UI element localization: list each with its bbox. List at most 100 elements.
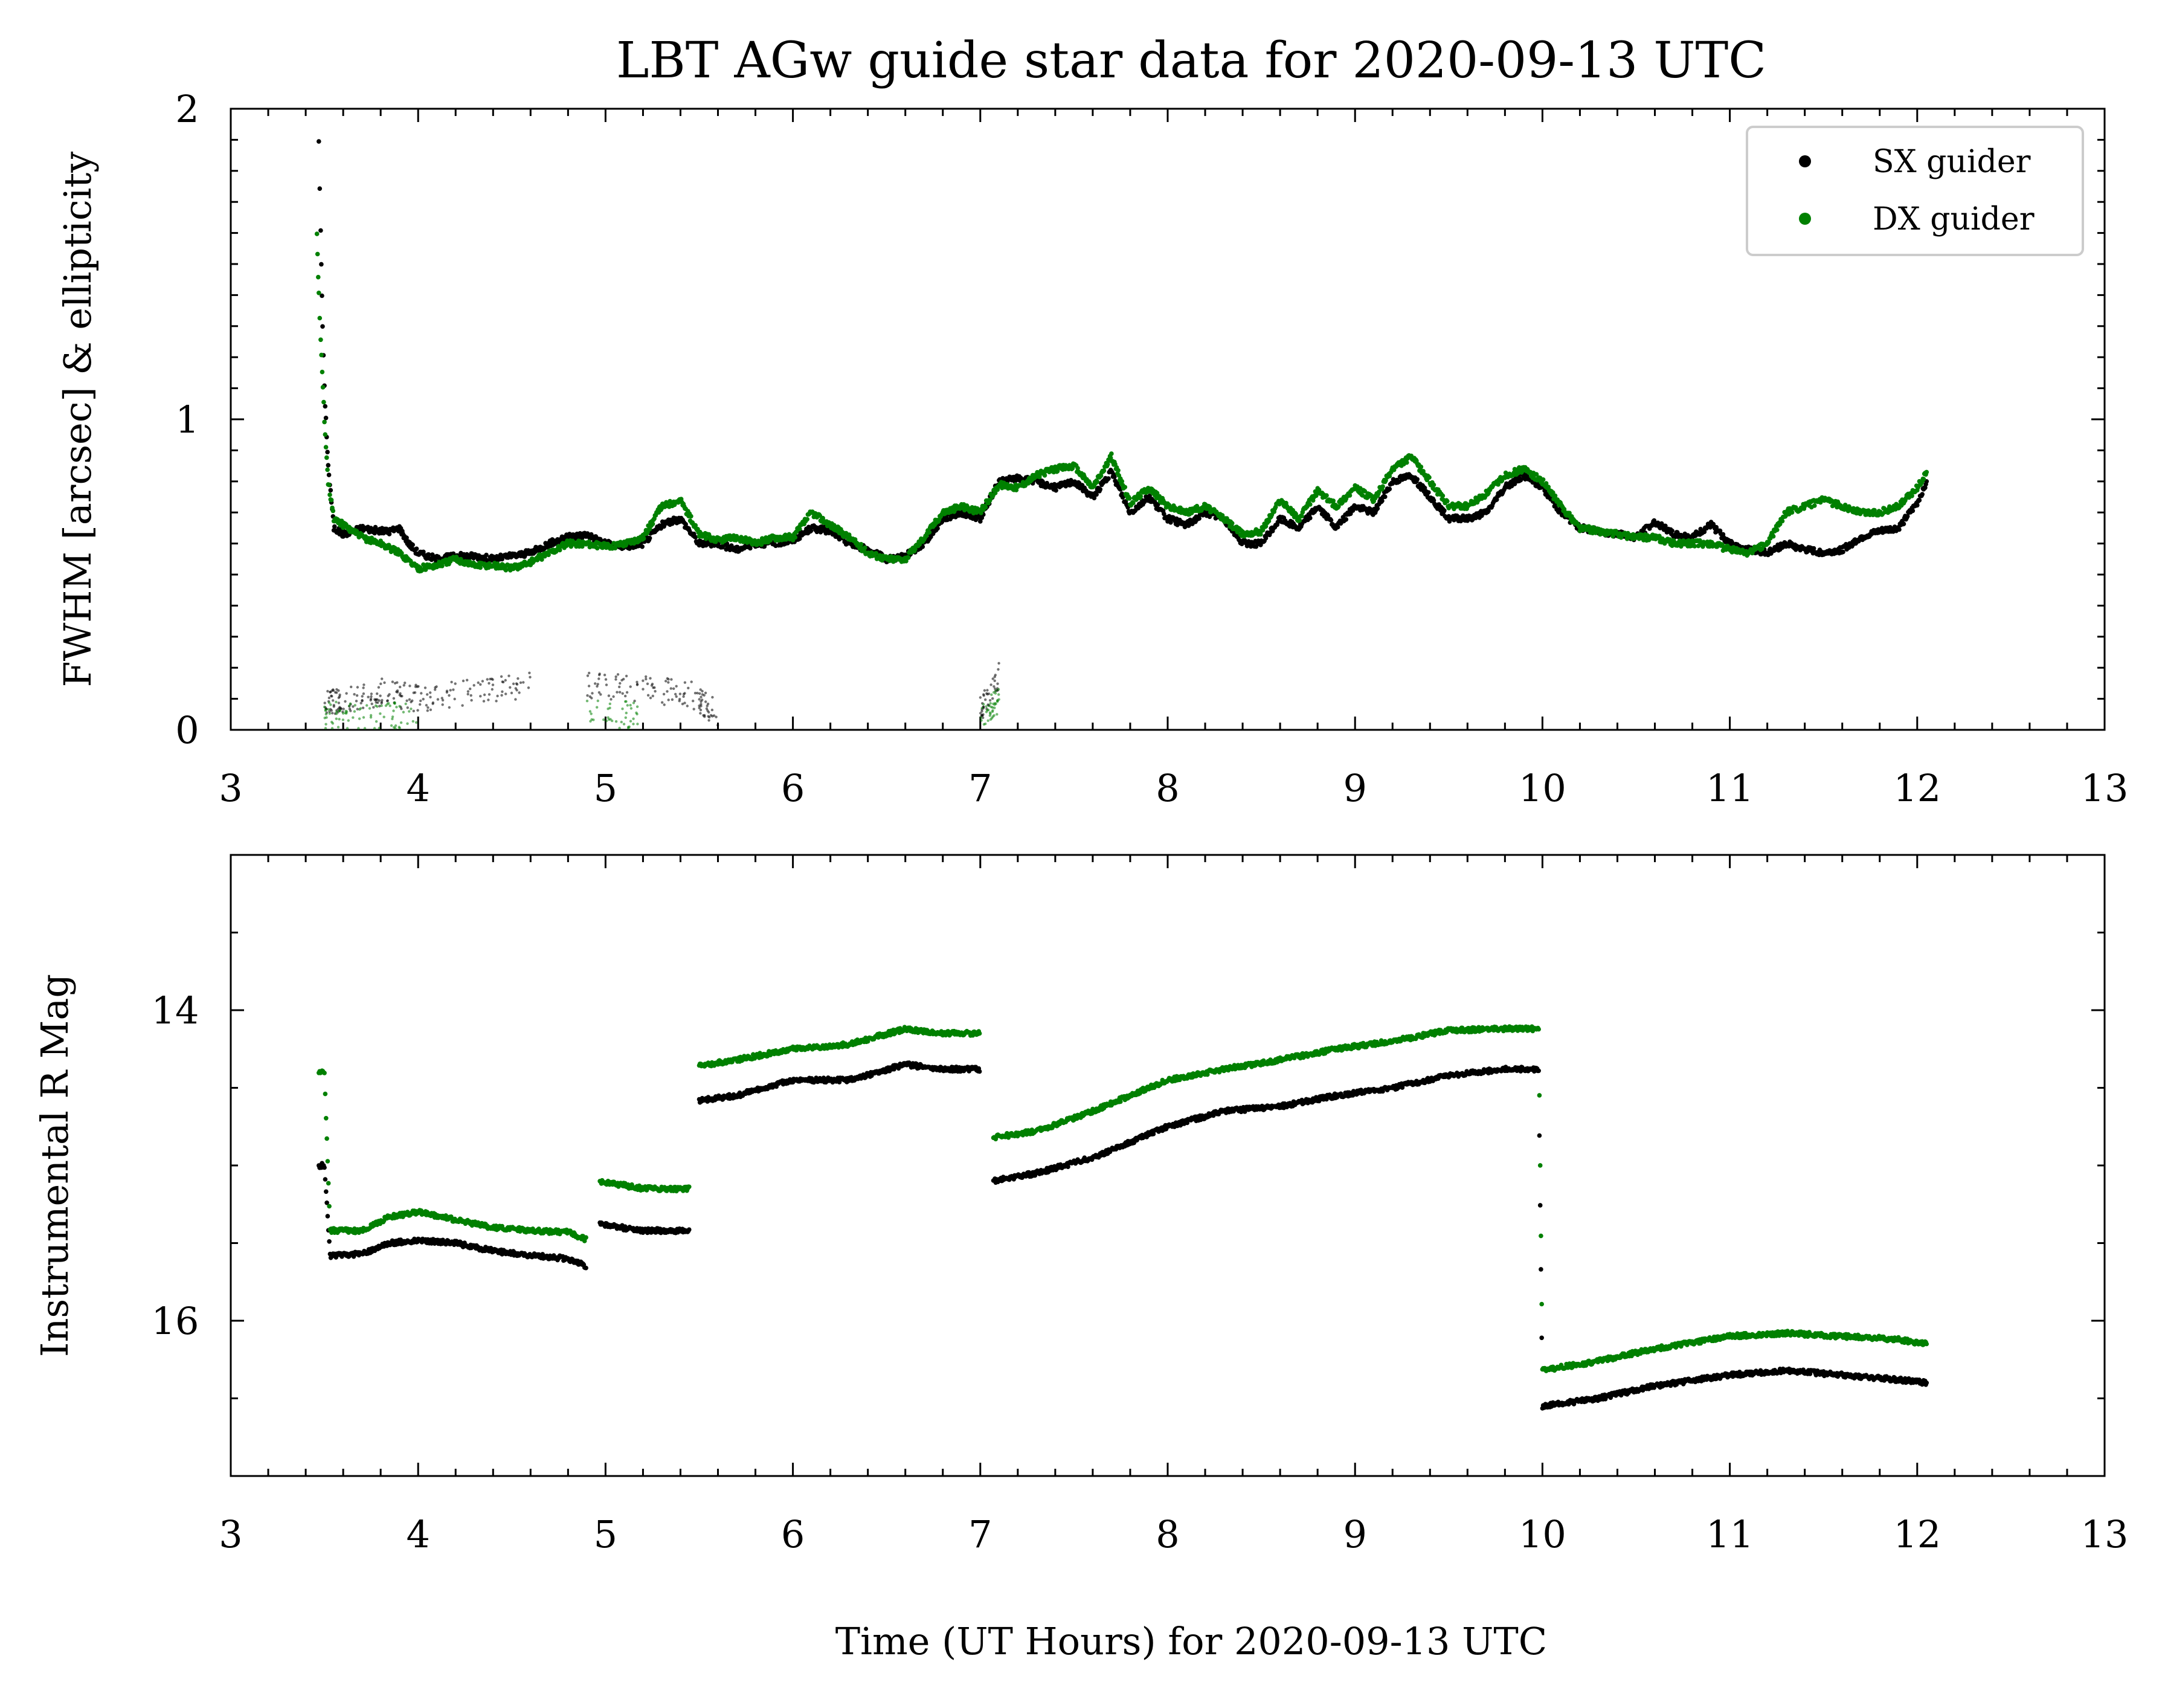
ellipticity-point: [338, 718, 341, 721]
fwhm-point-sx: [1147, 493, 1152, 498]
fwhm-point-sx: [1112, 474, 1117, 479]
ellipticity-point: [706, 702, 710, 706]
ellipticity-point: [411, 720, 414, 723]
ellipticity-point: [606, 707, 610, 711]
ellipticity-point: [372, 706, 375, 709]
ellipticity-point: [392, 709, 395, 712]
x-tick-label: 6: [781, 766, 805, 810]
ellipticity-point: [616, 691, 619, 694]
ellipticity-point: [404, 682, 407, 685]
fwhm-point-dx: [1924, 469, 1929, 475]
fwhm-point-sx: [1897, 527, 1902, 532]
ellipticity-point: [408, 698, 411, 701]
fwhm-point-dx: [927, 530, 932, 535]
fwhm-point-dx: [1299, 514, 1304, 518]
ellipticity-point: [642, 688, 645, 691]
ellipticity-point: [423, 686, 427, 689]
ellipticity-point: [588, 695, 591, 698]
ellipticity-point: [361, 706, 365, 709]
ellipticity-point: [667, 698, 670, 701]
ellipticity-point: [715, 715, 718, 718]
ellipticity-point: [436, 698, 440, 701]
fwhm-point-dx: [1229, 521, 1235, 526]
ellipticity-point: [330, 727, 334, 730]
fwhm-point-sx: [627, 546, 632, 551]
fwhm-point-dx: [323, 432, 328, 437]
ellipticity-point: [991, 677, 994, 680]
ellipticity-point: [348, 707, 352, 711]
ellipticity-point: [696, 692, 699, 695]
y-tick-label: 1: [175, 398, 199, 442]
ellipticity-point: [324, 709, 327, 712]
fwhm-point-sx: [1328, 518, 1334, 523]
ellipticity-point: [699, 712, 702, 715]
ellipticity-point: [985, 705, 988, 708]
fwhm-point-dx: [326, 482, 332, 488]
ellipticity-point: [596, 699, 599, 703]
ellipticity-point: [982, 703, 985, 706]
ellipticity-point: [997, 693, 1000, 696]
ellipticity-point: [379, 694, 382, 697]
fwhm-point-dx: [1101, 468, 1107, 473]
fwhm-point-sx: [1197, 516, 1202, 521]
fwhm-point-sx: [1415, 477, 1420, 482]
ellipticity-point: [379, 712, 382, 715]
fwhm-point-sx: [484, 552, 489, 558]
ellipticity-point: [479, 683, 482, 686]
ellipticity-point: [369, 698, 372, 702]
ellipticity-point: [605, 720, 608, 723]
ellipticity-point: [625, 700, 628, 703]
ellipticity-point: [986, 719, 989, 723]
ellipticity-point: [993, 703, 996, 706]
ellipticity-point: [989, 712, 992, 715]
fwhm-point-sx: [693, 535, 698, 540]
ellipticity-point: [996, 682, 999, 685]
fwhm-point-sx: [1380, 498, 1385, 503]
ellipticity-point: [338, 709, 341, 712]
ellipticity-point: [510, 691, 513, 695]
ellipticity-point: [445, 689, 449, 692]
ellipticity-point: [353, 710, 356, 713]
fwhm-point-dx: [650, 521, 655, 526]
ellipticity-point: [408, 710, 411, 713]
ellipticity-point: [335, 717, 338, 720]
ellipticity-point: [393, 701, 396, 704]
fwhm-point-sx: [326, 463, 331, 468]
ellipticity-point: [323, 705, 326, 709]
ellipticity-point: [629, 685, 632, 688]
ellipticity-point: [632, 701, 635, 704]
ellipticity-point: [986, 689, 989, 692]
x-tick-label: 7: [968, 766, 992, 810]
ellipticity-point: [411, 699, 414, 703]
ellipticity-point: [700, 695, 703, 698]
ellipticity-point: [703, 714, 706, 717]
fwhm-point-dx: [1540, 477, 1546, 482]
ellipticity-point: [337, 701, 341, 704]
fwhm-point-sx: [1098, 487, 1103, 492]
ellipticity-point: [429, 708, 433, 712]
ellipticity-point: [625, 711, 628, 715]
ellipticity-point: [491, 683, 495, 686]
ellipticity-point: [378, 726, 381, 730]
fwhm-point-sx: [935, 526, 940, 531]
ellipticity-point: [624, 694, 627, 698]
ellipticity-point: [404, 702, 407, 706]
ellipticity-point: [711, 715, 714, 718]
ellipticity-point: [380, 701, 383, 705]
ellipticity-point: [610, 698, 613, 701]
ellipticity-point: [518, 691, 521, 694]
ellipticity-point: [522, 681, 525, 684]
fwhm-point-sx: [1426, 490, 1431, 495]
ellipticity-point: [479, 695, 482, 698]
fwhm-point-sx: [320, 293, 324, 298]
ellipticity-point: [632, 717, 635, 720]
ellipticity-point: [466, 692, 469, 696]
ellipticity-point: [491, 688, 494, 691]
ellipticity-point: [361, 695, 364, 698]
fwhm-point-sx: [640, 544, 645, 549]
ellipticity-point: [486, 678, 489, 681]
ellipticity-point: [359, 707, 362, 710]
fwhm-point-sx: [1162, 511, 1166, 517]
ellipticity-point: [620, 678, 623, 682]
ellipticity-point: [448, 706, 451, 709]
